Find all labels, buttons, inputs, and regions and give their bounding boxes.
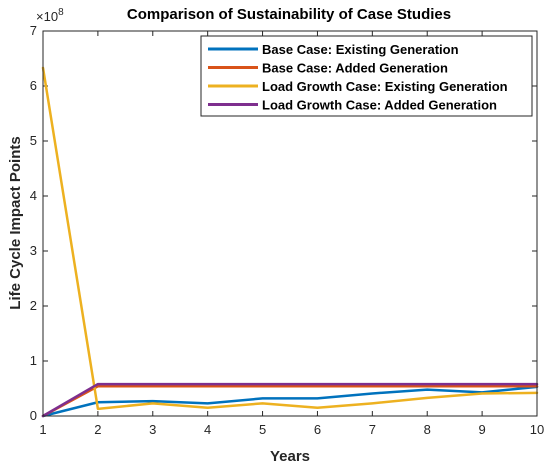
y-exponent-power: 8	[58, 7, 64, 18]
legend-item: Base Case: Added Generation	[208, 61, 448, 76]
legend-label: Load Growth Case: Added Generation	[262, 98, 497, 113]
x-tick-label: 2	[94, 422, 101, 437]
legend-label: Load Growth Case: Existing Generation	[262, 79, 508, 94]
series-line-1	[41, 385, 539, 418]
series-line-4	[41, 382, 539, 418]
chart-title: Comparison of Sustainability of Case Stu…	[127, 6, 451, 23]
x-tick-label: 5	[259, 422, 266, 437]
legend: Base Case: Existing Generation Base Case:…	[200, 35, 533, 117]
legend-label: Base Case: Added Generation	[262, 61, 448, 76]
y-tick-label: 5	[30, 133, 37, 148]
axes-box	[42, 30, 538, 417]
y-exponent: ×108	[36, 7, 64, 24]
x-tick-label: 7	[369, 422, 376, 437]
y-tick-label: 1	[30, 353, 37, 368]
y-exponent-base: ×10	[36, 9, 58, 24]
x-tick-label: 10	[530, 422, 544, 437]
y-tick-label: 3	[30, 243, 37, 258]
x-tick-label: 4	[204, 422, 211, 437]
legend-item: Load Growth Case: Existing Generation	[208, 79, 508, 94]
x-tick-label: 6	[314, 422, 321, 437]
legend-item: Load Growth Case: Added Generation	[208, 98, 497, 113]
legend-item: Base Case: Existing Generation	[208, 42, 459, 57]
series-line-2	[41, 385, 539, 418]
y-tick-label: 0	[30, 408, 37, 423]
x-tick-label: 8	[424, 422, 431, 437]
x-axis-title: Years	[270, 448, 310, 465]
series-lines	[41, 66, 539, 418]
series-line-3	[41, 66, 539, 411]
y-tick-label: 2	[30, 298, 37, 313]
y-tick-label: 6	[30, 78, 37, 93]
legend-label: Base Case: Existing Generation	[262, 42, 459, 57]
y-tick-label: 4	[30, 188, 37, 203]
x-tick-label: 3	[149, 422, 156, 437]
y-axis-title: Life Cycle Impact Points	[7, 136, 24, 309]
y-tick-label: 7	[30, 23, 37, 38]
x-tick-label: 9	[478, 422, 485, 437]
x-tick-label: 1	[39, 422, 46, 437]
